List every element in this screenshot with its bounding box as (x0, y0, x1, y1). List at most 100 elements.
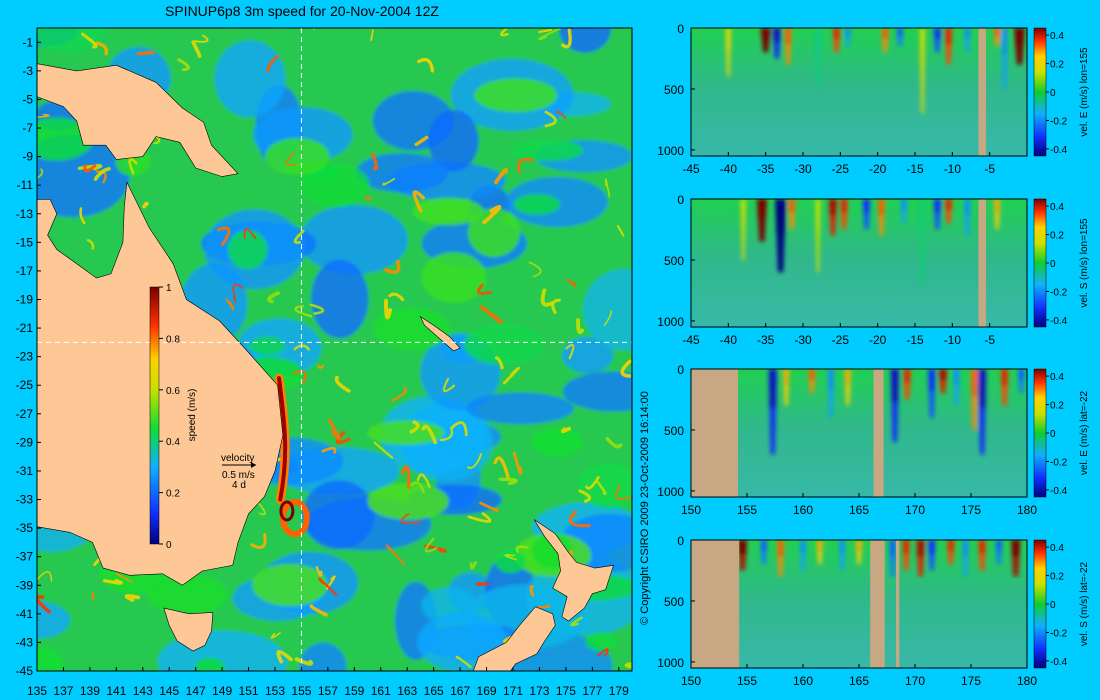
section-x-tick-label: -40 (720, 162, 738, 176)
speed-patch-mid (421, 252, 487, 303)
speed-patch-low (466, 392, 574, 425)
eddy-filament (528, 261, 542, 278)
section-velocity-core (757, 199, 767, 219)
eddy-filament (216, 226, 231, 247)
land-new-zealand-north (533, 519, 614, 622)
eddy-filament (475, 581, 490, 587)
section-x-tick-label: 160 (793, 503, 813, 517)
section-x-tick-label: -40 (720, 333, 738, 347)
map-x-tick-label: 153 (265, 684, 285, 698)
section-x-tick-label: -15 (906, 162, 924, 176)
eddy-filament (439, 428, 454, 442)
eddy-filament (334, 375, 351, 393)
eddy-filament (266, 291, 280, 304)
section-land-column (870, 540, 885, 668)
section-panels: -45 -40 -35 -30 -25 -20 -15 -10 -5 0 500 1000 0.4 0.2… (657, 22, 1090, 688)
map-x-axis: 135 137 139 141 143 145 147 149 151 153 155 157 159 1… (27, 667, 629, 698)
eddy-filament (416, 473, 431, 488)
eddy-filament (79, 207, 86, 225)
section-velocity-core (773, 28, 781, 42)
map-y-tick-label: -7 (22, 121, 33, 135)
section-x-tick-label: 150 (681, 503, 701, 517)
eddy-filament (529, 584, 535, 597)
eddy-filament (544, 110, 557, 128)
map-y-tick-label: -25 (16, 378, 34, 392)
section-velocity-core (994, 28, 1000, 37)
map-x-tick-label: 143 (133, 684, 153, 698)
speed-patch-low (311, 259, 369, 339)
eddy-filament (293, 229, 305, 245)
section-field (740, 199, 1001, 327)
speed-patch-mid (37, 647, 65, 671)
section-land-column (873, 369, 884, 497)
section-velocity-core (769, 369, 777, 408)
section-colorbar-tick-label: 0 (1050, 429, 1056, 440)
eddy-filament (414, 135, 429, 147)
section-colorbar-label: vel. E (m/s) lon=155 (1079, 47, 1090, 137)
section-x-tick-label: 175 (961, 674, 981, 688)
section-background (691, 28, 1027, 156)
section-velocity-core (1002, 28, 1007, 56)
section-velocity-core (928, 369, 935, 391)
section-y-tick-label: 1000 (657, 315, 684, 329)
section-x-tick-label: -10 (944, 162, 962, 176)
section-background (691, 199, 1027, 327)
section-velocity-core (945, 199, 952, 210)
section-velocity-core (1012, 540, 1020, 557)
eddy-filament (540, 288, 554, 307)
eddy-filament (620, 359, 632, 378)
map-y-axis: -1 -3 -5 -7 -9 -11 -13 -15 -17 -19 -21 -23 -25 -27 -29… (16, 35, 41, 678)
map-y-tick-label: -19 (16, 292, 34, 306)
map-x-tick-label: 155 (291, 684, 311, 698)
section-colorbar-tick-label: 0.4 (1050, 543, 1064, 554)
section-x-tick-label: -30 (794, 162, 812, 176)
section-colorbar-tick-label: 0 (1050, 259, 1056, 270)
speed-map: 135 137 139 141 143 145 147 149 151 153 155 157 159 1… (16, 27, 633, 698)
map-x-tick-label: 173 (529, 684, 549, 698)
eddy-filament (142, 201, 149, 209)
eddy-filament (250, 532, 267, 549)
section-velocity-core (833, 28, 840, 39)
east-australian-current (274, 373, 310, 538)
section-land-column (895, 540, 900, 668)
eddy-filament (373, 441, 394, 459)
section-x-tick-label: 175 (961, 503, 981, 517)
section-velocity-core (945, 28, 952, 45)
section-velocity-core (785, 28, 791, 45)
section-x-tick-label: -45 (682, 162, 700, 176)
section-velocity-core (897, 28, 903, 37)
eddy-filament (494, 167, 508, 185)
section-velocity-core (965, 28, 970, 39)
speed-patch-mid (512, 139, 584, 162)
section-colorbar-tick-label: 0 (1050, 88, 1056, 99)
section-x-tick-label: 165 (849, 674, 869, 688)
eddy-filament (498, 477, 518, 486)
section-colorbar-tick-label: -0.2 (1050, 457, 1068, 468)
section-x-tick-label: 170 (905, 674, 925, 688)
map-x-tick-label: 135 (27, 684, 47, 698)
section-y-tick-label: 500 (664, 83, 684, 97)
eddy-filament (128, 157, 138, 175)
section-x-tick-label: -35 (757, 162, 775, 176)
section-velocity-core (971, 369, 977, 397)
eddy-filament (467, 512, 492, 523)
eddy-filament (371, 152, 379, 171)
eddy-filament (424, 544, 447, 553)
section-y-tick-label: 0 (677, 363, 684, 377)
speed-patch-mid (474, 78, 558, 113)
eddy-filament (568, 510, 591, 528)
eddy-filament (502, 366, 520, 385)
map-y-tick-label: -17 (16, 264, 34, 278)
speed-patch-mid (373, 307, 450, 350)
speed-patch-mid (577, 463, 632, 508)
speed-patch-low (562, 371, 632, 412)
eddy-filament (328, 418, 341, 441)
section-velocity-core (845, 369, 850, 386)
eddy-filament (315, 566, 323, 577)
map-y-tick-label: -45 (16, 664, 34, 678)
eddy-filament (466, 453, 483, 469)
speed-patch-low (583, 268, 632, 351)
eddy-filament (400, 464, 411, 490)
section-colorbar-label: vel. E (m/s) lat=-22 (1079, 390, 1090, 475)
section-field (725, 28, 1026, 156)
